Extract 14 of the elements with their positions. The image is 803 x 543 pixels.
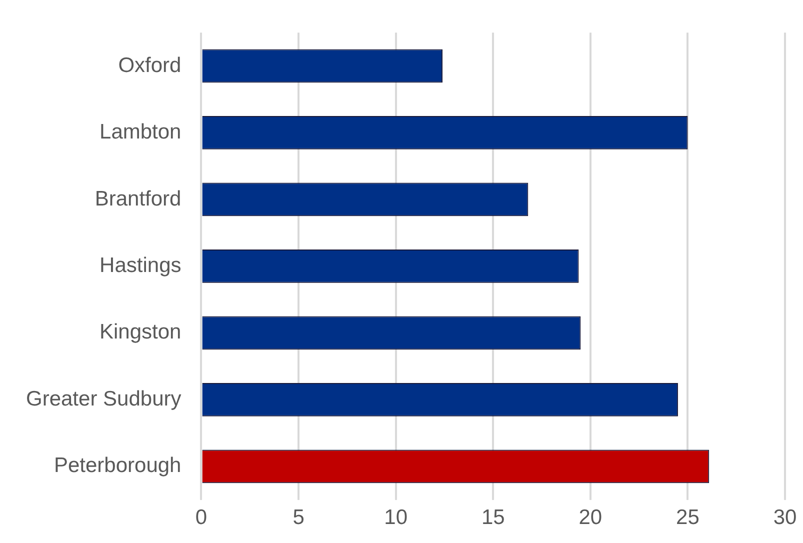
y-tick-label: Lambton	[100, 120, 182, 144]
y-tick-label: Peterborough	[54, 454, 182, 478]
x-tick-label: 20	[578, 506, 602, 530]
y-tick-label: Hastings	[100, 254, 182, 277]
y-tick-label: Kingston	[100, 320, 182, 344]
x-tick-label: 25	[676, 506, 700, 530]
y-tick-label: Oxford	[118, 54, 182, 77]
y-tick-label: Brantford	[94, 187, 182, 210]
x-tick-label: 15	[481, 506, 505, 530]
x-tick-label: 30	[773, 506, 797, 530]
y-tick-label: Greater Sudbury	[26, 387, 182, 410]
x-tick-label: 10	[384, 506, 408, 530]
x-tick-label: 5	[292, 506, 304, 530]
x-tick-label: 0	[195, 506, 208, 530]
